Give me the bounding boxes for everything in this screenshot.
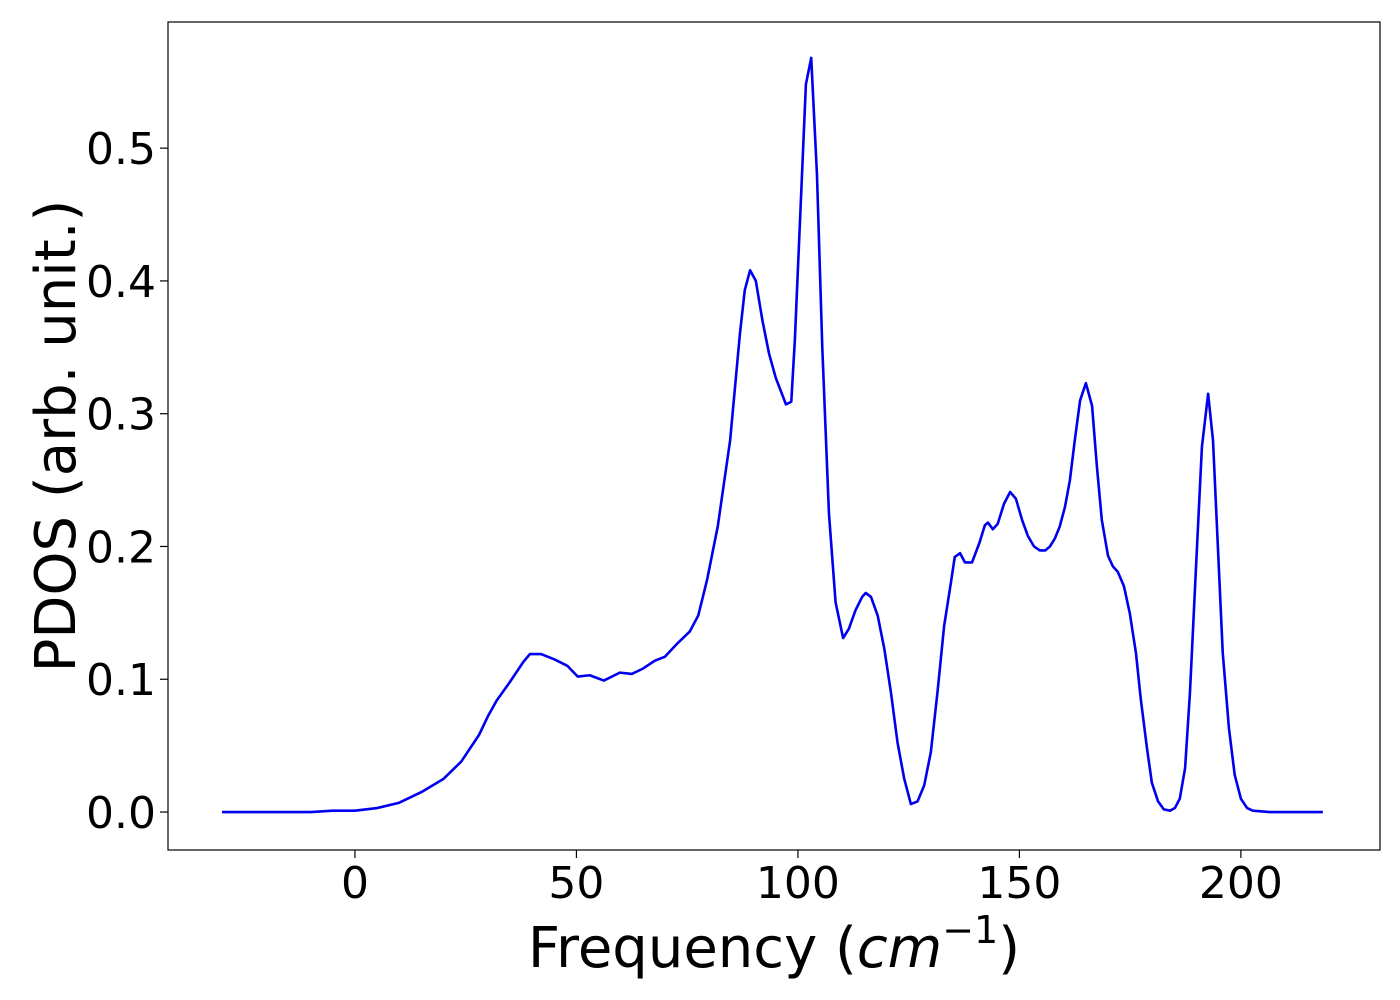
x-tick-label: 50 (548, 858, 604, 909)
plot-frame (167, 21, 1381, 851)
y-axis-label: PDOS (arb. unit.) (24, 200, 89, 673)
data-line (222, 56, 1323, 814)
x-tick-label: 200 (1199, 858, 1283, 909)
x-tick-label: 150 (977, 858, 1061, 909)
y-tick-label: 0.4 (86, 257, 156, 308)
y-tick-label: 0.2 (86, 522, 156, 573)
y-tick-label: 0.3 (86, 390, 156, 441)
y-tick-label: 0.1 (86, 655, 156, 706)
y-tick-label: 0.0 (86, 788, 156, 839)
y-tick-label: 0.5 (86, 124, 156, 175)
x-axis-label: Frequency (cm−1) (528, 908, 1020, 981)
x-tick-label: 100 (756, 858, 840, 909)
x-tick-label: 0 (341, 858, 369, 909)
